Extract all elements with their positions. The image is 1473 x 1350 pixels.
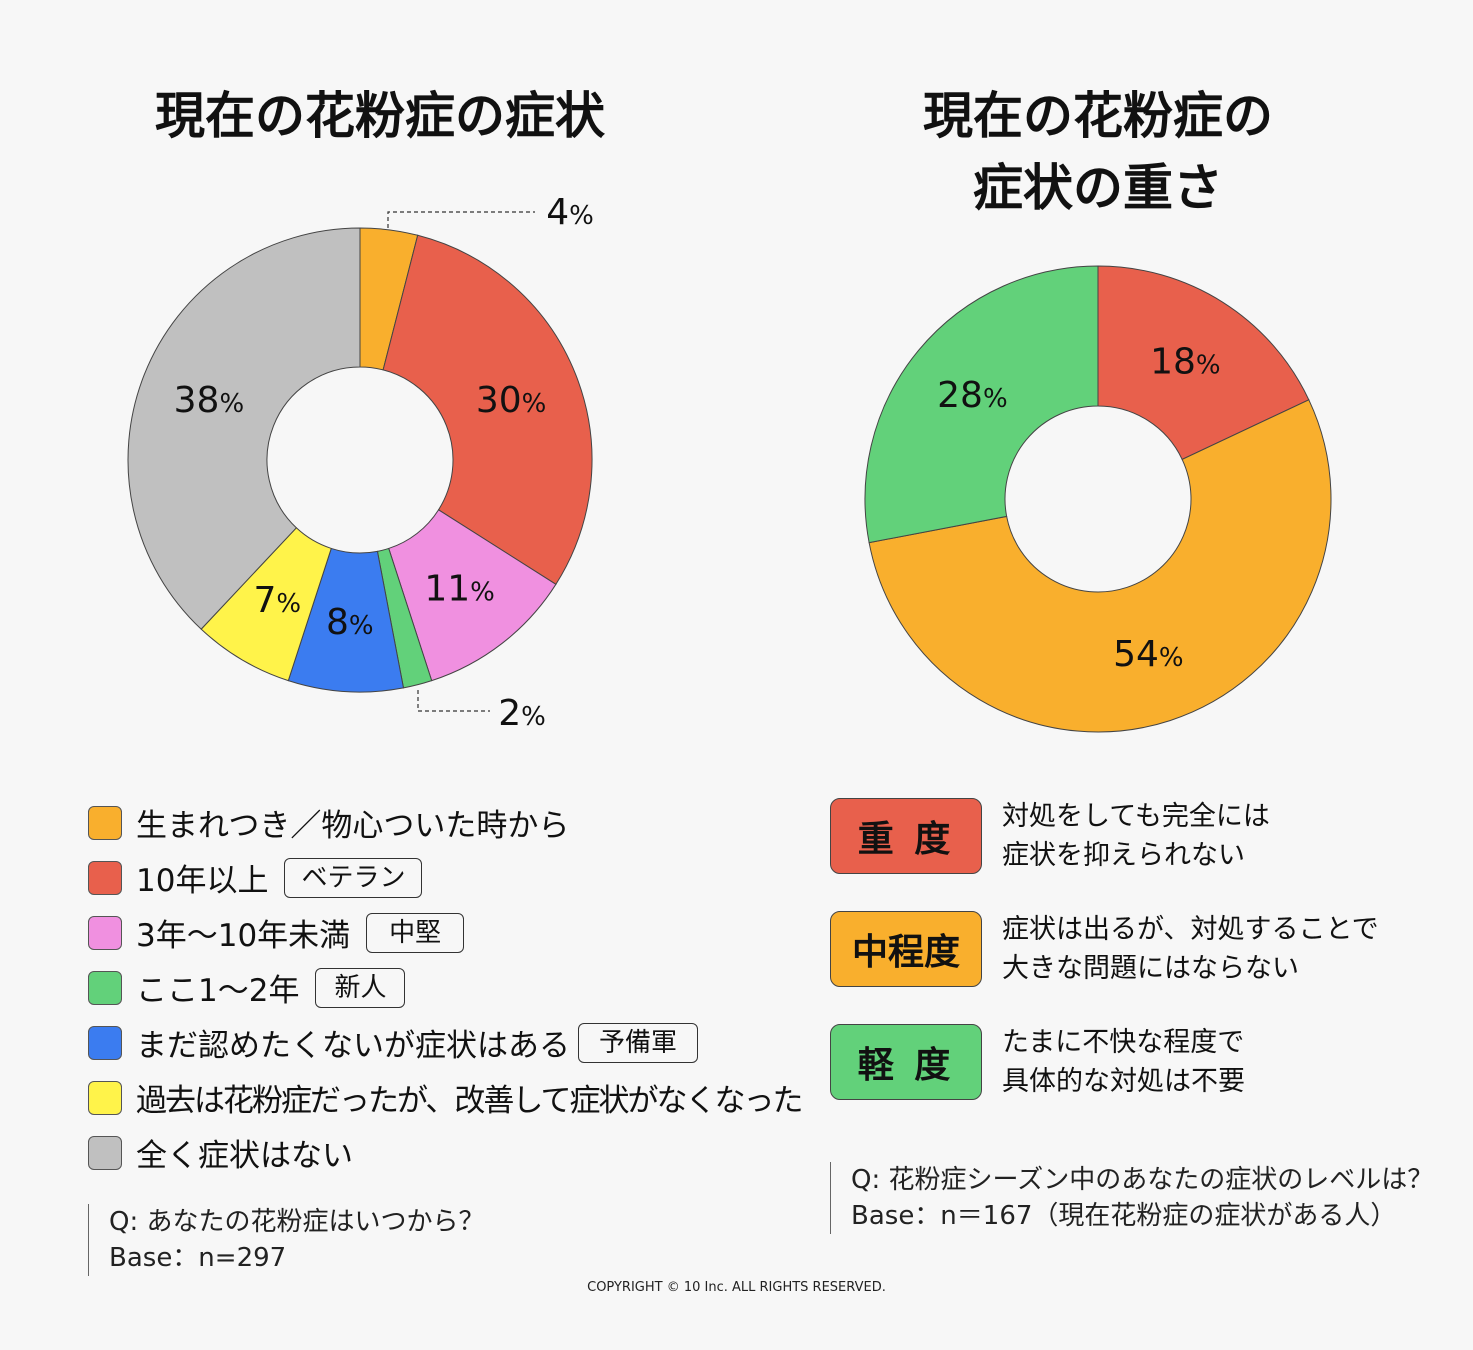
chart2-data-label: 54% xyxy=(1113,634,1184,675)
chart1-data-label: 4% xyxy=(546,192,594,233)
legend-label: 過去は花粉症だったが、改善して症状がなくなった xyxy=(136,1083,803,1119)
legend-swatch xyxy=(88,1135,122,1170)
chart2-data-label: 18% xyxy=(1150,341,1221,382)
chart2-title-line1: 現在の花粉症の xyxy=(923,87,1273,145)
chart2-slice xyxy=(864,265,1099,544)
chart2-title: 現在の花粉症の 症状の重さ xyxy=(848,80,1348,224)
severity-item-moderate: 中程度 症状は出るが、対処することで 大きな問題にはならない xyxy=(830,910,1379,988)
chart1-data-label: 38% xyxy=(174,380,245,421)
chart1-data-label: 7% xyxy=(253,580,301,621)
legend-label: 生まれつき／物心ついた時から xyxy=(136,808,570,844)
severity-badge: 中程度 xyxy=(830,911,982,987)
desc-line: たまに不快な程度で xyxy=(1002,1027,1245,1058)
severity-description: 症状は出るが、対処することで 大きな問題にはならない xyxy=(1002,910,1379,988)
severity-description: たまに不快な程度で 具体的な対処は不要 xyxy=(1002,1023,1245,1101)
legend-tag: 新人 xyxy=(315,967,406,1008)
chart1-legend: 生まれつき／物心ついた時から 10年以上 ベテラン 3年〜10年未満 中堅 ここ1〜… xyxy=(88,795,803,1180)
chart1-slice xyxy=(127,227,361,630)
chart1-slice xyxy=(382,234,593,586)
severity-item-severe: 重 度 対処をしても完全には 症状を抑えられない xyxy=(830,797,1270,875)
legend-swatch xyxy=(88,805,122,840)
desc-line: 症状を抑えられない xyxy=(1002,840,1245,871)
legend-swatch xyxy=(88,915,122,950)
desc-line: 対処をしても完全には xyxy=(1002,801,1270,832)
leader-line xyxy=(387,211,535,228)
legend-label: 全く症状はない xyxy=(136,1138,353,1174)
legend-tag: 予備軍 xyxy=(578,1022,699,1063)
chart2-slice xyxy=(868,399,1332,733)
chart2-slice xyxy=(1097,265,1310,461)
chart1-data-label: 8% xyxy=(326,602,374,643)
legend-item: 生まれつき／物心ついた時から xyxy=(88,795,801,850)
legend-swatch xyxy=(88,1025,122,1060)
chart1-data-label: 11% xyxy=(424,568,495,609)
legend-label: ここ1〜2年 xyxy=(136,973,300,1009)
legend-item: 3年〜10年未満 中堅 xyxy=(88,905,801,960)
legend-item: 10年以上 ベテラン xyxy=(88,850,801,905)
question-text: Q: あなたの花粉症はいつから？ xyxy=(109,1207,485,1237)
chart1-slice xyxy=(388,509,557,682)
desc-line: 症状は出るが、対処することで xyxy=(1002,914,1379,945)
legend-swatch xyxy=(88,970,122,1005)
chart2-title-line2: 症状の重さ xyxy=(973,159,1223,217)
base-text: Base：n＝167（現在花粉症の症状がある人） xyxy=(851,1201,1397,1231)
legend-swatch xyxy=(88,1080,122,1115)
chart1-title: 現在の花粉症の症状 xyxy=(155,87,605,145)
base-text: Base：n=297 xyxy=(109,1243,287,1273)
legend-label: まだ認めたくないが症状はある xyxy=(136,1028,570,1064)
leader-line xyxy=(417,690,490,712)
desc-line: 具体的な対処は不要 xyxy=(1002,1066,1245,1097)
question-text: Q: 花粉症シーズン中のあなたの症状のレベルは？ xyxy=(851,1165,1434,1195)
severity-description: 対処をしても完全には 症状を抑えられない xyxy=(1002,797,1270,875)
chart1-note: Q: あなたの花粉症はいつから？ Base：n=297 xyxy=(88,1204,485,1276)
desc-line: 大きな問題にはならない xyxy=(1002,953,1299,984)
legend-swatch xyxy=(88,860,122,895)
chart1-data-label: 30% xyxy=(476,380,547,421)
legend-tag: ベテラン xyxy=(284,857,423,898)
severity-badge: 重 度 xyxy=(830,798,982,874)
chart1-data-label: 2% xyxy=(498,693,546,734)
legend-tag: 中堅 xyxy=(366,912,465,953)
severity-item-mild: 軽 度 たまに不快な程度で 具体的な対処は不要 xyxy=(830,1023,1245,1101)
copyright: COPYRIGHT © 10 Inc. ALL RIGHTS RESERVED. xyxy=(587,1280,886,1295)
legend-item: まだ認めたくないが症状はある 予備軍 xyxy=(88,1015,801,1070)
chart2-note: Q: 花粉症シーズン中のあなたの症状のレベルは？ Base：n＝167（現在花粉… xyxy=(830,1162,1433,1234)
legend-item: ここ1〜2年 新人 xyxy=(88,960,801,1015)
legend-item: 全く症状はない xyxy=(88,1125,801,1180)
legend-item: 過去は花粉症だったが、改善して症状がなくなった xyxy=(88,1070,803,1125)
legend-label: 10年以上 xyxy=(136,863,269,899)
donut-charts: 4% 30% 11% 2% 8% 7% 38% 18% 54% 28% xyxy=(127,192,1332,734)
chart2-data-label: 28% xyxy=(937,375,1008,416)
legend-label: 3年〜10年未満 xyxy=(136,918,351,954)
severity-badge: 軽 度 xyxy=(830,1024,982,1100)
